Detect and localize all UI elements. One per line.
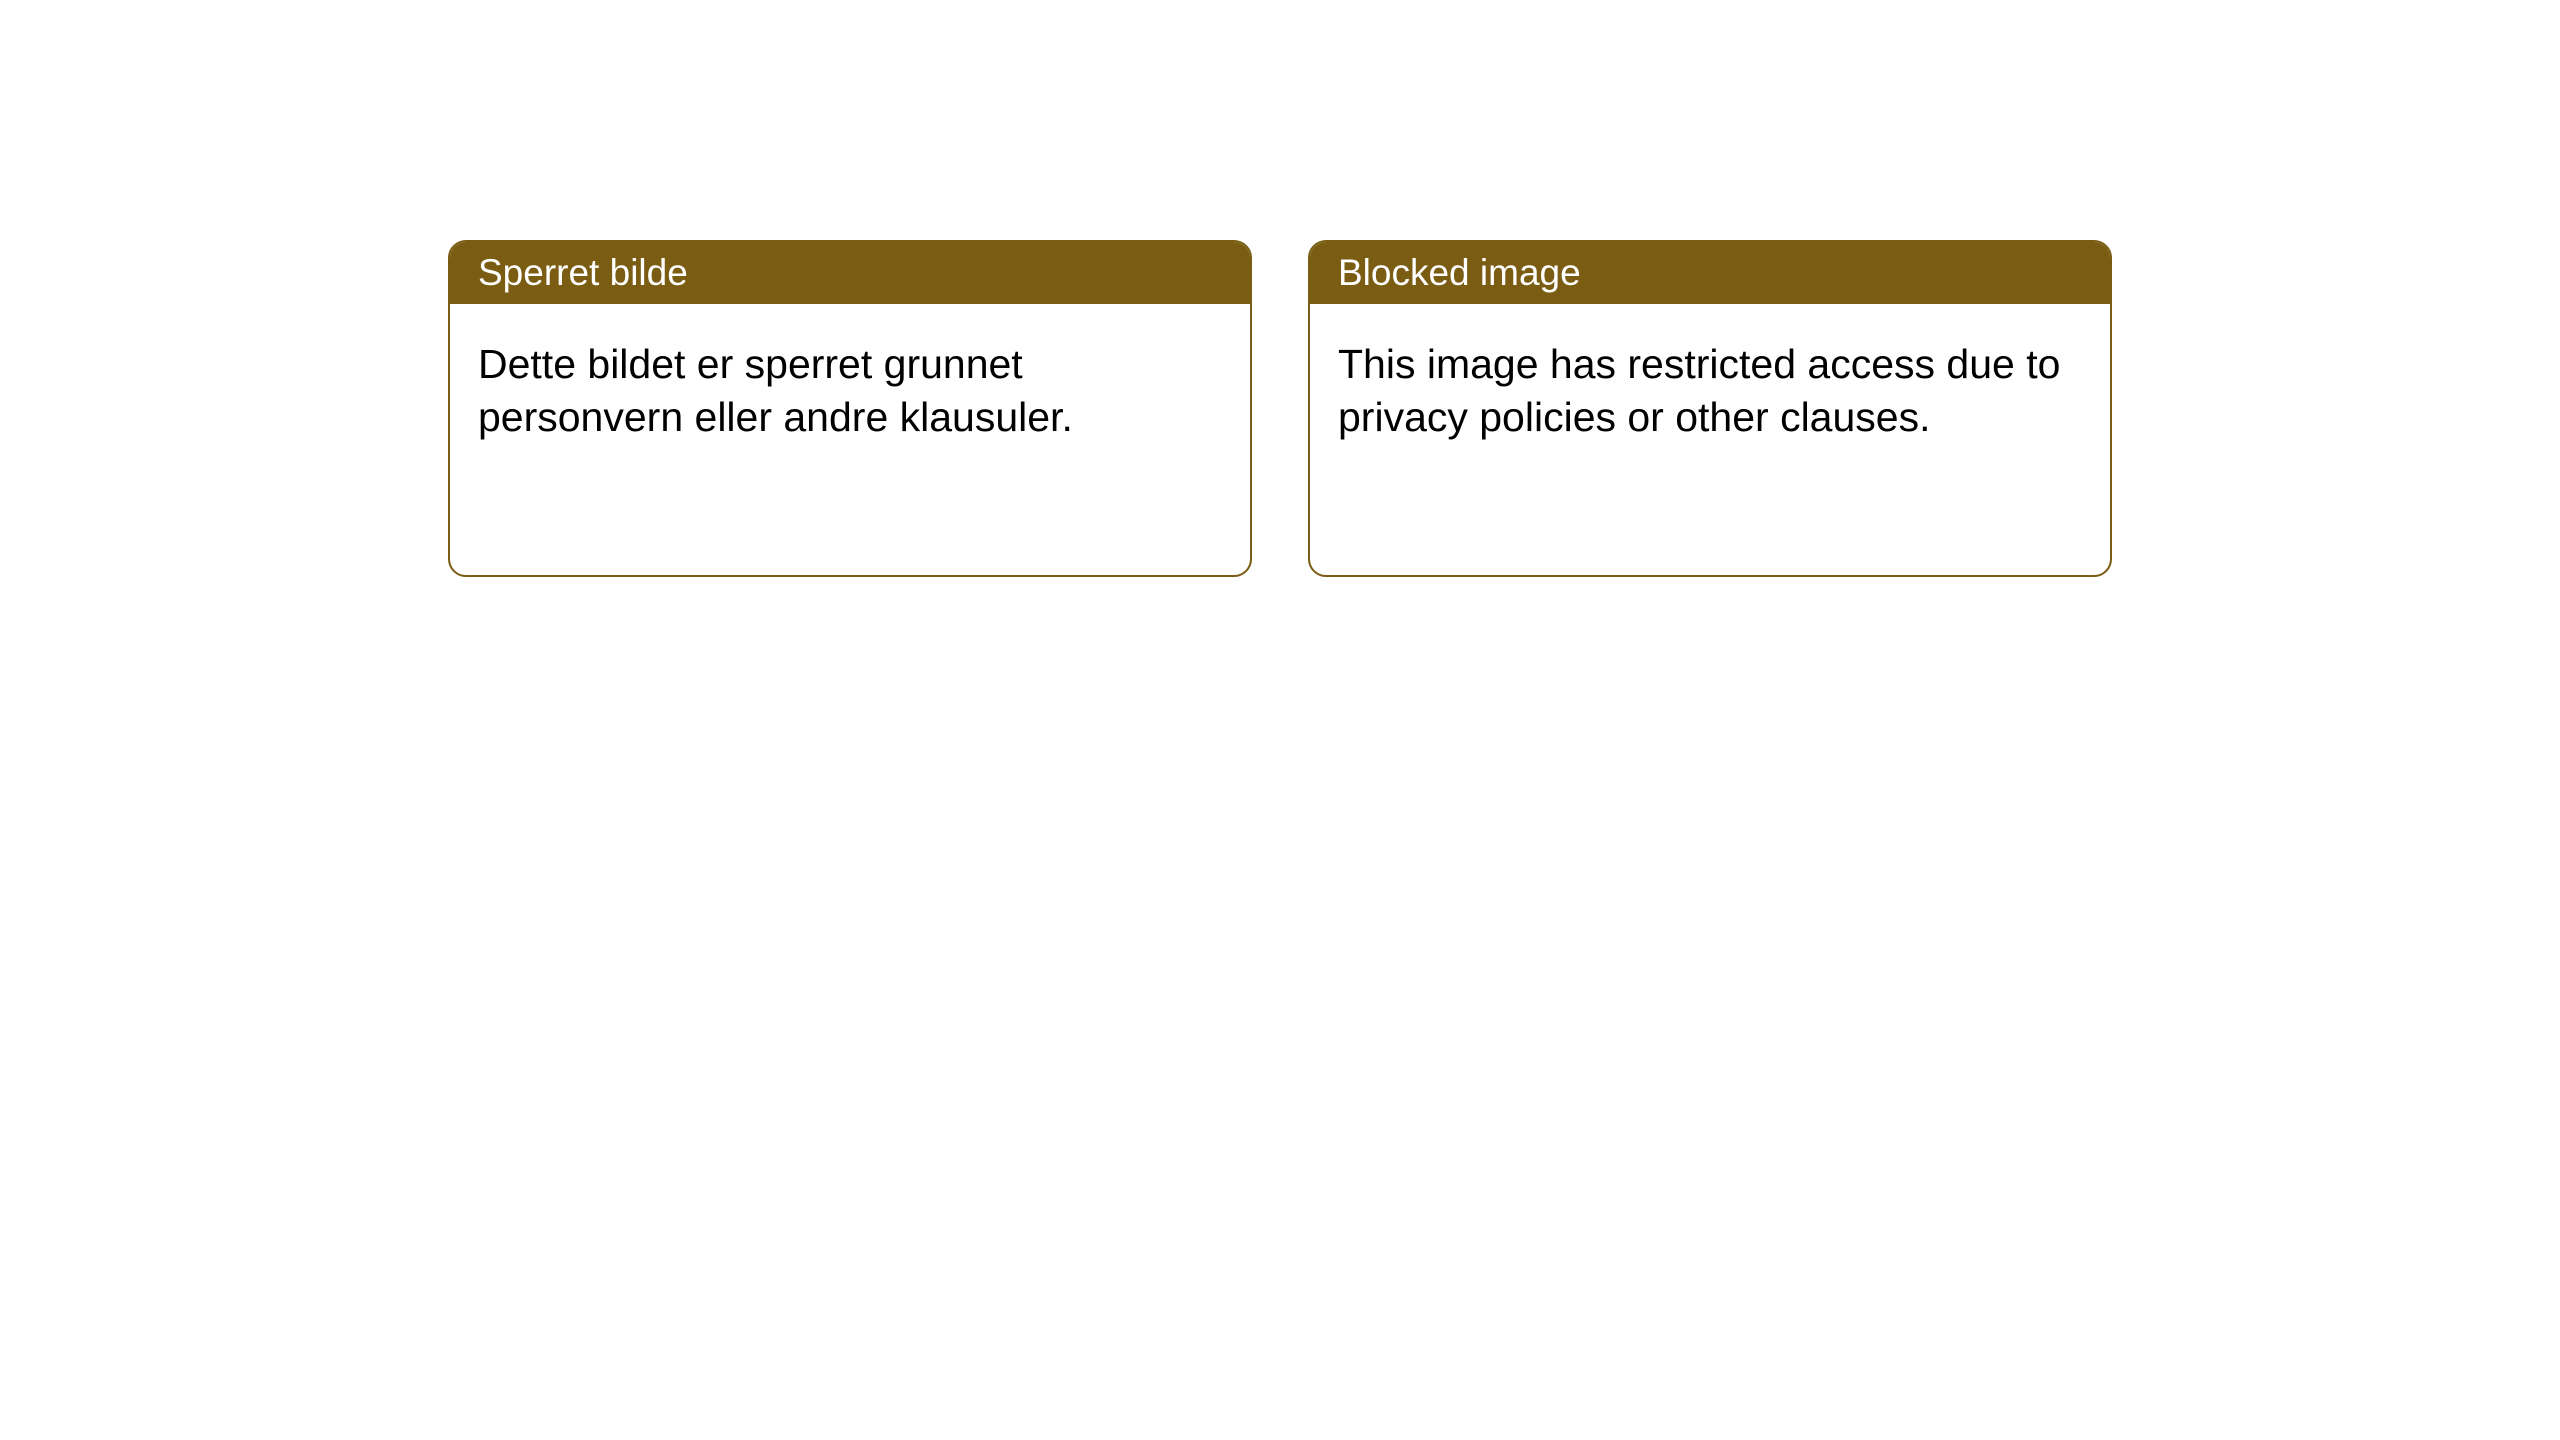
card-header: Blocked image	[1310, 242, 2110, 304]
card-title: Sperret bilde	[478, 252, 688, 293]
card-title: Blocked image	[1338, 252, 1581, 293]
blocked-image-card-no: Sperret bilde Dette bildet er sperret gr…	[448, 240, 1252, 577]
card-body-text: Dette bildet er sperret grunnet personve…	[478, 341, 1073, 440]
blocked-image-card-en: Blocked image This image has restricted …	[1308, 240, 2112, 577]
card-body: This image has restricted access due to …	[1310, 304, 2110, 479]
card-body: Dette bildet er sperret grunnet personve…	[450, 304, 1250, 479]
card-body-text: This image has restricted access due to …	[1338, 341, 2060, 440]
blocked-image-cards: Sperret bilde Dette bildet er sperret gr…	[448, 240, 2112, 577]
card-header: Sperret bilde	[450, 242, 1250, 304]
